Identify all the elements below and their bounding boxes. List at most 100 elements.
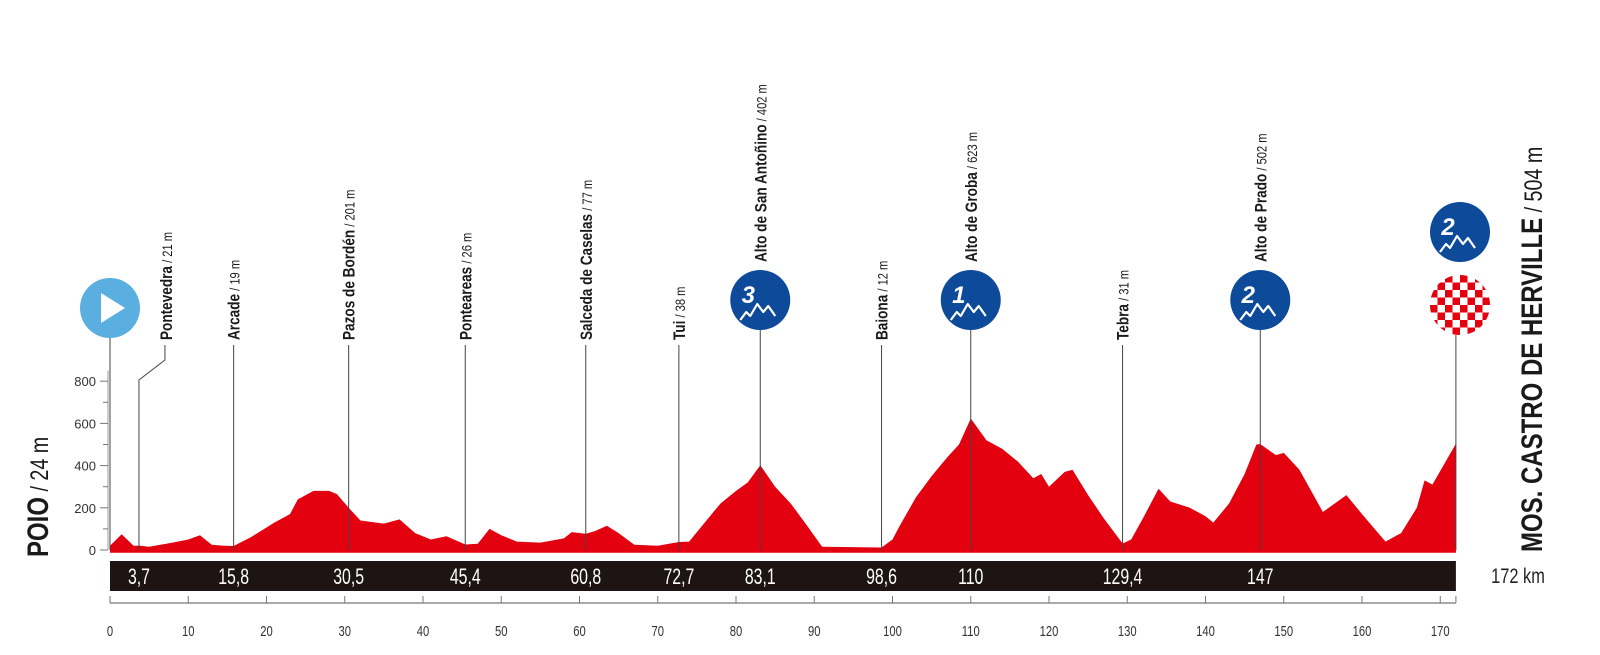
marker-label: Ponteareas / 26 m <box>457 233 476 340</box>
mountain-glyph <box>739 302 777 321</box>
label-name: Tebra <box>1114 304 1133 340</box>
checker-square <box>1475 320 1483 328</box>
mountain-category-icon: 2 <box>1430 202 1490 262</box>
checker-square <box>1452 297 1460 305</box>
climb-category-number: 3 <box>742 282 756 309</box>
y-tick-label: 200 <box>74 501 96 516</box>
checker-square <box>1445 275 1453 283</box>
mountain-glyph <box>1239 302 1277 321</box>
checker-square <box>1475 290 1483 298</box>
checker-square <box>1482 312 1490 320</box>
label-name: Alto de San Antoñino <box>752 124 771 262</box>
label-altitude: / 504 m <box>1520 147 1548 218</box>
km-bar-label: 15,8 <box>218 566 249 590</box>
badge-circle <box>940 270 1001 330</box>
x-tick-label: 110 <box>962 622 980 639</box>
badge-circle <box>730 270 791 330</box>
finish-label: MOS. CASTRO DE HERVILLE / 504 m <box>1514 147 1548 552</box>
x-tick-label: 70 <box>651 622 664 639</box>
x-tick-label: 80 <box>730 622 743 639</box>
label-altitude: / 623 m <box>965 132 980 172</box>
x-tick-label: 140 <box>1196 622 1215 639</box>
finish-distance-label: 172 km <box>1491 564 1545 587</box>
checker-square <box>1452 282 1460 290</box>
x-tick-label: 0 <box>107 622 113 639</box>
marker-label: Arcade / 19 m <box>225 260 244 340</box>
label-altitude: / 77 m <box>580 180 595 214</box>
checkered-finish-icon <box>1430 275 1490 335</box>
label-altitude: / 21 m <box>160 232 175 266</box>
mountain-category-icon: 2 <box>1230 270 1291 330</box>
marker-label: Alto de Groba / 623 m <box>962 132 981 262</box>
marker-leader-line <box>138 345 166 550</box>
x-tick-label: 130 <box>1118 622 1137 639</box>
checker-square <box>1482 297 1490 305</box>
checker-square <box>1430 320 1438 328</box>
checker-square <box>1460 275 1468 283</box>
checker-square <box>1430 275 1438 283</box>
x-tick-label: 20 <box>260 622 273 639</box>
checker-square <box>1437 282 1445 290</box>
checker-square <box>1460 305 1468 313</box>
x-tick-label: 150 <box>1274 622 1293 639</box>
x-tick-label: 160 <box>1353 622 1372 639</box>
km-bar-label: 83,1 <box>745 566 776 590</box>
km-bar <box>110 561 1456 591</box>
checker-pattern <box>1430 275 1490 335</box>
x-tick-label: 60 <box>573 622 586 639</box>
km-bar-label: 129,4 <box>1103 566 1143 590</box>
checker-square <box>1460 320 1468 328</box>
km-bar-label: 98,6 <box>866 566 897 590</box>
label-name: Pazos de Bordén <box>340 230 359 340</box>
km-bar-label: 60,8 <box>570 566 601 590</box>
checker-square <box>1467 312 1475 320</box>
badge-circle <box>1230 270 1291 330</box>
marker-label: Pazos de Bordén / 201 m <box>340 190 359 340</box>
play-triangle <box>101 293 125 323</box>
checker-square <box>1445 320 1453 328</box>
checker-square <box>1475 305 1483 313</box>
marker-label: Alto de San Antoñino / 402 m <box>752 84 771 262</box>
checker-square <box>1437 312 1445 320</box>
label-altitude: / 26 m <box>459 233 474 267</box>
y-tick-label: 600 <box>74 416 96 431</box>
marker-label: Pontevedra / 21 m <box>158 232 177 340</box>
label-altitude: / 31 m <box>1116 270 1131 304</box>
km-bar-label: 45,4 <box>450 566 481 590</box>
mountain-category-icon: 1 <box>940 270 1001 330</box>
checker-square <box>1437 327 1445 335</box>
checker-square <box>1467 282 1475 290</box>
label-altitude: / 19 m <box>227 260 242 294</box>
y-tick-label: 0 <box>89 543 96 558</box>
marker-label: Tui / 38 m <box>671 287 690 340</box>
badge-circle <box>1430 202 1490 262</box>
climb-category-number: 2 <box>1241 282 1256 309</box>
label-name: MOS. CASTRO DE HERVILLE <box>1514 218 1548 552</box>
checker-square <box>1430 305 1438 313</box>
y-tick-label: 800 <box>74 374 96 389</box>
checker-square <box>1437 297 1445 305</box>
label-name: Arcade <box>225 294 244 340</box>
x-tick-label: 10 <box>182 622 195 639</box>
checker-square <box>1452 312 1460 320</box>
mountain-glyph <box>1439 234 1476 253</box>
km-bar-label: 72,7 <box>663 566 694 590</box>
checker-square <box>1460 290 1468 298</box>
x-tick-label: 90 <box>808 622 821 639</box>
km-bar-label: 3,7 <box>128 566 150 590</box>
label-name: Salceda de Caselas <box>577 214 596 340</box>
label-altitude: / 24 m <box>26 437 54 497</box>
x-tick-label: 170 <box>1431 622 1450 639</box>
checker-square <box>1482 327 1490 335</box>
checker-square <box>1467 297 1475 305</box>
km-bar-label: 30,5 <box>333 566 364 590</box>
label-name: POIO <box>20 497 54 557</box>
label-name: Pontevedra <box>158 266 177 340</box>
checker-square <box>1445 290 1453 298</box>
km-bar-label: 147 <box>1247 566 1273 590</box>
km-bar-label: 110 <box>958 566 983 590</box>
climb-category-number: 2 <box>1440 214 1455 241</box>
label-altitude: / 12 m <box>875 261 890 295</box>
checker-square <box>1482 282 1490 290</box>
